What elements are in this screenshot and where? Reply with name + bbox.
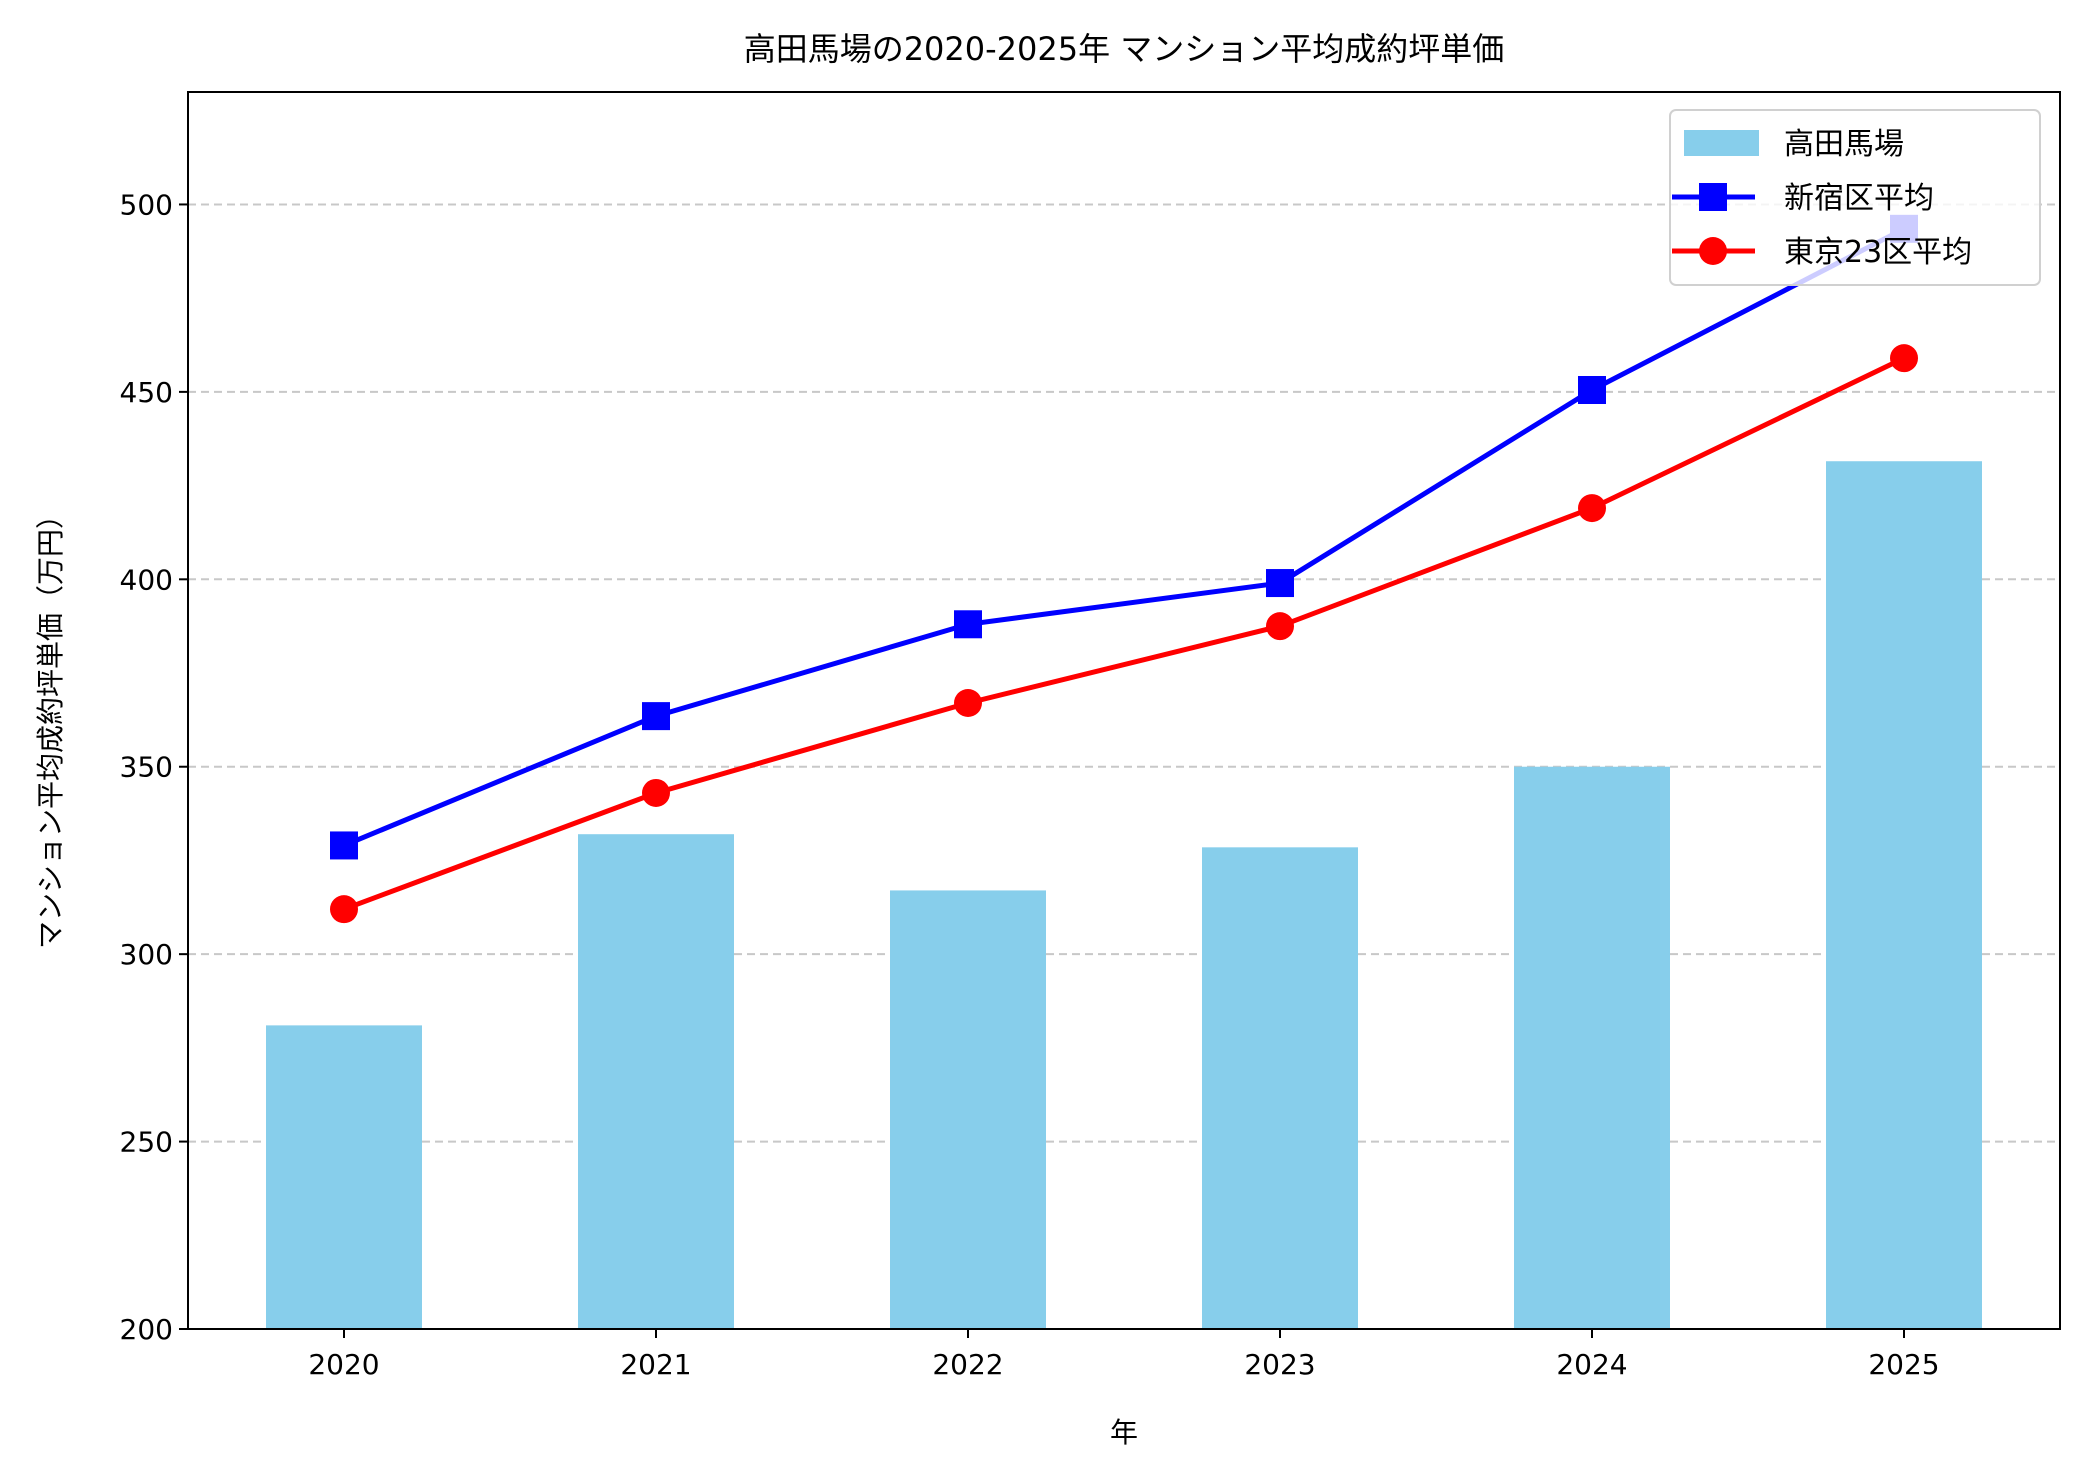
y-tick-label: 500 [120, 188, 173, 221]
legend-frame [1669, 109, 2041, 286]
data-point [1578, 376, 1606, 405]
bars [266, 461, 1982, 1329]
x-tick-label: 2024 [1556, 1348, 1627, 1381]
grid [188, 203, 2060, 1143]
bar [578, 834, 734, 1329]
y-tick-label: 450 [120, 376, 173, 409]
y-axis: 200 250 300 350 400 450 500 [120, 188, 188, 1346]
data-point [1890, 344, 1918, 373]
x-axis-label: 年 [1110, 1416, 1138, 1449]
series-line [343, 226, 1906, 848]
y-tick-label: 350 [120, 751, 173, 784]
y-tick-label: 400 [120, 563, 173, 596]
bar [890, 890, 1046, 1329]
x-tick-label: 2023 [1244, 1348, 1315, 1381]
data-point [642, 702, 670, 731]
bar [1514, 766, 1670, 1329]
x-tick-label: 2020 [308, 1348, 379, 1381]
x-axis: 2020 2021 2022 2023 2024 2025 [308, 1329, 1940, 1381]
legend-label: 新宿区平均 [1784, 181, 1934, 216]
data-point [330, 895, 358, 924]
bar [1202, 847, 1358, 1329]
legend-label: 高田馬場 [1784, 127, 1904, 162]
lines [330, 214, 1918, 924]
data-point [954, 689, 982, 718]
x-tick-label: 2021 [620, 1348, 691, 1381]
legend-marker [1699, 237, 1727, 265]
y-tick-label: 250 [120, 1126, 173, 1159]
y-tick-label: 300 [120, 938, 173, 971]
bar [1826, 461, 1982, 1329]
data-point [642, 778, 670, 807]
legend-swatch [1684, 130, 1759, 156]
y-axis-label: マンション平均成約坪単価（万円） [34, 501, 67, 949]
legend-label: 東京23区平均 [1784, 235, 1972, 270]
data-point [954, 610, 982, 639]
data-point [1266, 612, 1294, 641]
legend-marker [1699, 183, 1727, 211]
bar [266, 1025, 422, 1329]
data-point [1266, 569, 1294, 598]
series-line [343, 355, 1906, 912]
data-point [1578, 494, 1606, 523]
y-tick-label: 200 [120, 1313, 173, 1346]
x-tick-label: 2025 [1868, 1348, 1939, 1381]
data-point [330, 831, 358, 860]
plot-frame [187, 91, 2061, 1330]
chart-title: 高田馬場の2020-2025年 マンション平均成約坪単価 [744, 30, 1505, 68]
x-tick-label: 2022 [932, 1348, 1003, 1381]
